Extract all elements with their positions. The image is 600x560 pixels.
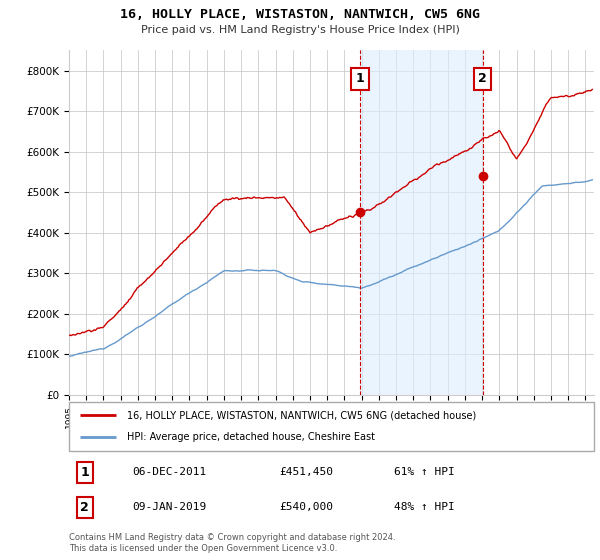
Text: £451,450: £451,450 bbox=[279, 468, 333, 478]
Text: Price paid vs. HM Land Registry's House Price Index (HPI): Price paid vs. HM Land Registry's House … bbox=[140, 25, 460, 35]
Bar bbox=[360, 50, 482, 395]
Text: 2: 2 bbox=[478, 72, 487, 85]
Text: 16, HOLLY PLACE, WISTASTON, NANTWICH, CW5 6NG: 16, HOLLY PLACE, WISTASTON, NANTWICH, CW… bbox=[120, 8, 480, 21]
Text: £540,000: £540,000 bbox=[279, 502, 333, 512]
Text: HPI: Average price, detached house, Cheshire East: HPI: Average price, detached house, Ches… bbox=[127, 432, 375, 442]
Text: 61% ↑ HPI: 61% ↑ HPI bbox=[395, 468, 455, 478]
Text: 2: 2 bbox=[80, 501, 89, 514]
Text: 1: 1 bbox=[80, 466, 89, 479]
Text: 09-JAN-2019: 09-JAN-2019 bbox=[132, 502, 206, 512]
Text: Contains HM Land Registry data © Crown copyright and database right 2024.
This d: Contains HM Land Registry data © Crown c… bbox=[69, 533, 395, 553]
Text: 48% ↑ HPI: 48% ↑ HPI bbox=[395, 502, 455, 512]
Text: 06-DEC-2011: 06-DEC-2011 bbox=[132, 468, 206, 478]
Text: 1: 1 bbox=[356, 72, 365, 85]
Text: 16, HOLLY PLACE, WISTASTON, NANTWICH, CW5 6NG (detached house): 16, HOLLY PLACE, WISTASTON, NANTWICH, CW… bbox=[127, 410, 476, 421]
